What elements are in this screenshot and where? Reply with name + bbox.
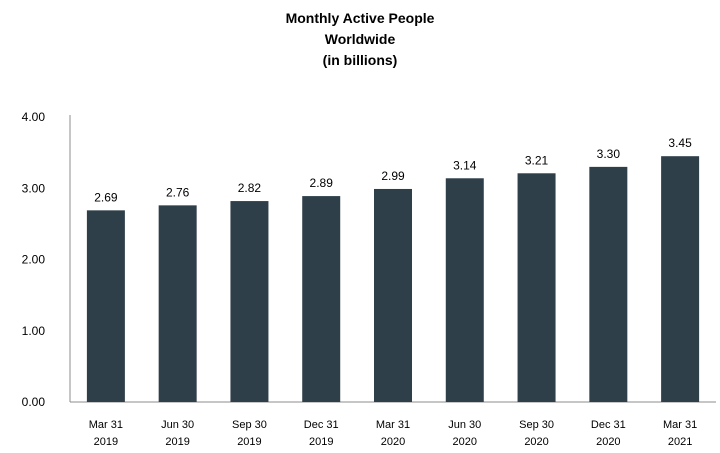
- bar-value-label: 3.45: [668, 136, 692, 150]
- y-tick-label: 1.00: [22, 324, 46, 338]
- x-tick-label-date: Mar 31: [663, 419, 697, 431]
- value-labels: 2.69 2.76 2.82 2.89 2.99 3.14 3.21 3.30 3.45: [94, 136, 692, 204]
- x-tick-label-year: 2020: [381, 436, 405, 448]
- x-tick-label-date: Mar 31: [376, 419, 410, 431]
- bar-value-label: 2.82: [238, 181, 262, 195]
- x-tick-label-year: 2020: [524, 436, 548, 448]
- x-tick-label-date: Mar 31: [89, 419, 123, 431]
- x-tick-label-year: 2019: [237, 436, 261, 448]
- x-tick-label-date: Jun 30: [448, 419, 481, 431]
- x-tick-label-date: Dec 31: [591, 419, 626, 431]
- chart-title-line-2: Worldwide: [324, 31, 396, 47]
- y-tick-label: 2.00: [22, 253, 46, 267]
- bar-value-label: 2.89: [310, 176, 334, 190]
- x-tick-label-year: 2019: [165, 436, 189, 448]
- x-tick-label-year: 2019: [309, 436, 333, 448]
- y-axis: 0.00 1.00 2.00 3.00 4.00: [22, 110, 71, 409]
- bar: [661, 156, 700, 402]
- x-tick-label-date: Sep 30: [519, 419, 554, 431]
- bar-value-label: 3.30: [597, 147, 621, 161]
- chart-title-line-3: (in billions): [322, 52, 398, 68]
- x-tick-label-year: 2020: [453, 436, 477, 448]
- bar: [302, 196, 341, 402]
- bar-value-label: 3.21: [525, 153, 549, 167]
- x-tick-label-date: Dec 31: [304, 419, 339, 431]
- bar: [517, 173, 556, 402]
- bar-value-label: 2.69: [94, 190, 118, 204]
- bar: [589, 166, 628, 402]
- x-tick-label-year: 2019: [94, 436, 118, 448]
- y-tick-label: 3.00: [22, 181, 46, 195]
- x-tick-label-year: 2020: [596, 436, 620, 448]
- x-tick-label-year: 2021: [668, 436, 692, 448]
- bar: [86, 210, 125, 402]
- bar-value-label: 2.99: [381, 169, 405, 183]
- bar: [230, 201, 269, 402]
- y-tick-label: 4.00: [22, 110, 46, 124]
- x-tick-label-date: Sep 30: [232, 419, 267, 431]
- chart-title-line-1: Monthly Active People: [285, 10, 435, 26]
- bar-value-label: 2.76: [166, 185, 190, 199]
- bar: [374, 188, 412, 402]
- y-tick-label: 0.00: [22, 395, 46, 409]
- bar: [158, 205, 197, 402]
- x-axis: Mar 31 2019 Jun 30 2019 Sep 30 2019 Dec 31 2019…: [70, 401, 716, 448]
- bar-value-label: 3.14: [453, 158, 477, 172]
- chart-title: Monthly Active People Worldwide (in bill…: [0, 8, 720, 71]
- bars: [86, 156, 700, 402]
- bar: [445, 178, 484, 402]
- x-tick-label-date: Jun 30: [161, 419, 194, 431]
